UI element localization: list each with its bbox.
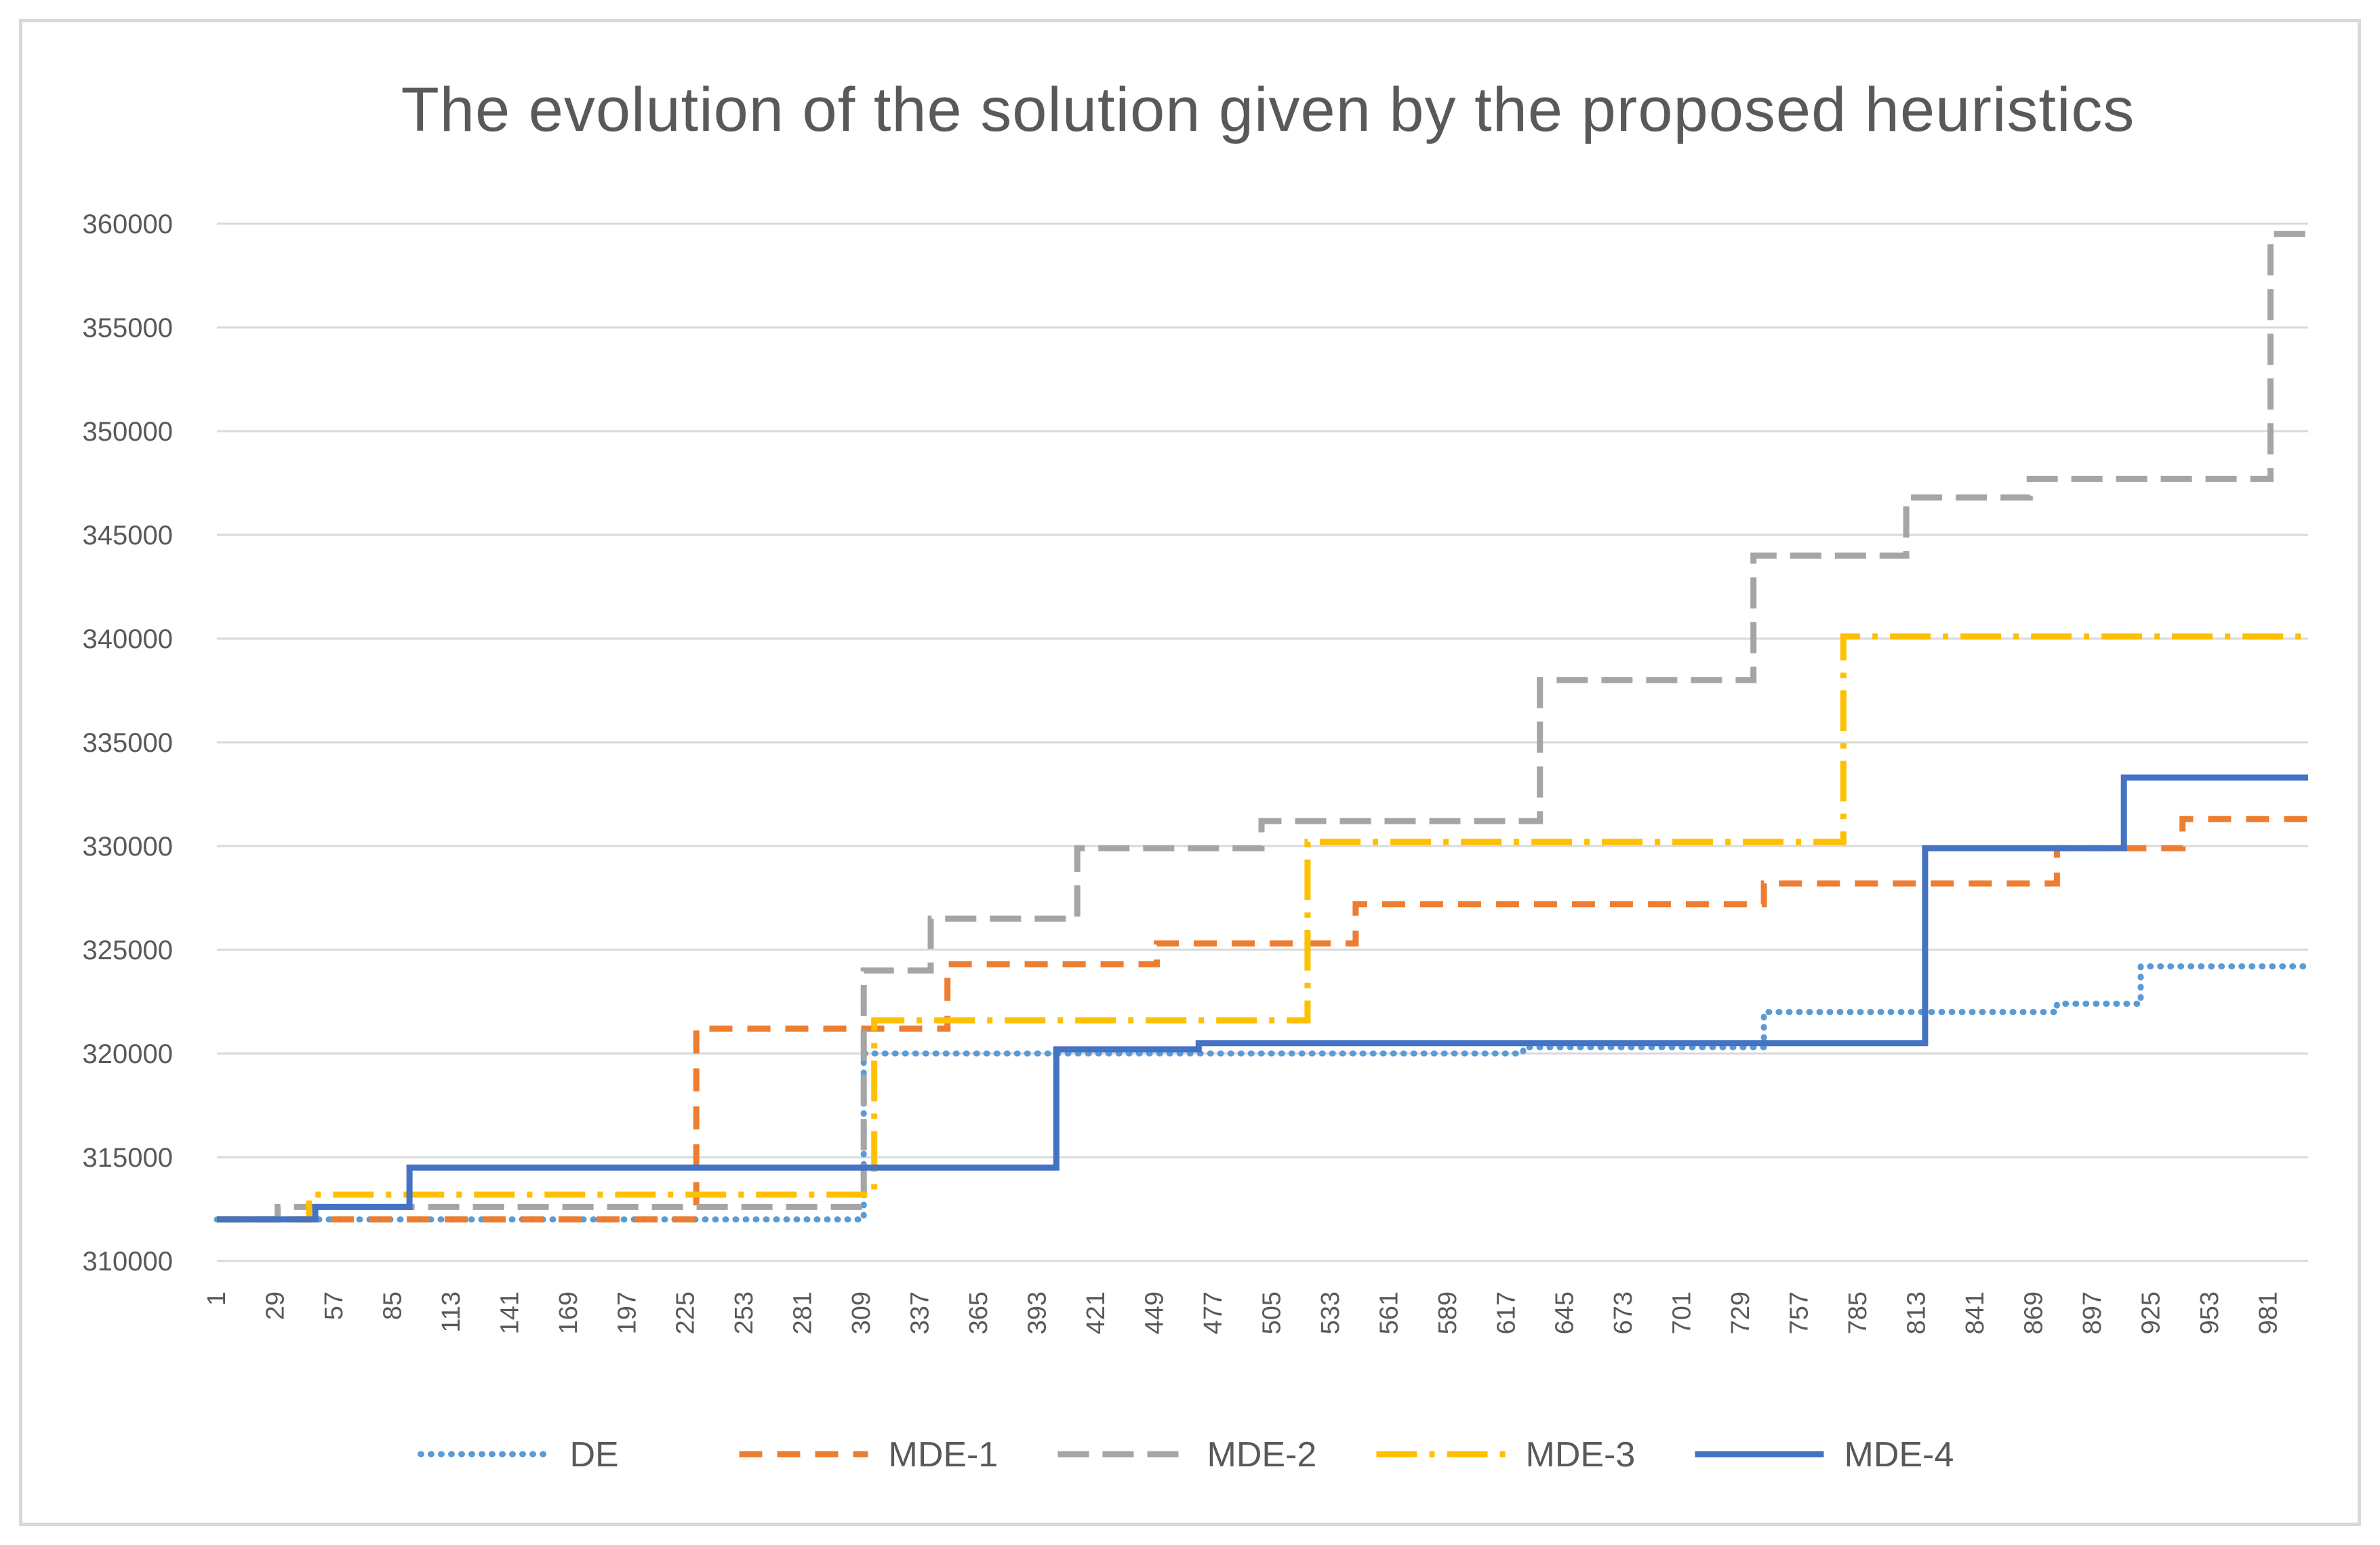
y-tick-label: 345000 — [83, 521, 173, 550]
x-tick-label: 785 — [1844, 1291, 1872, 1334]
x-tick-label: 561 — [1375, 1291, 1403, 1334]
series-line-mde-1 — [217, 816, 2308, 1223]
x-tick-label: 505 — [1257, 1291, 1286, 1334]
y-tick-label: 325000 — [83, 936, 173, 965]
x-tick-label: 1 — [203, 1291, 231, 1306]
y-tick-label: 315000 — [83, 1143, 173, 1173]
y-tick-label: 350000 — [83, 417, 173, 447]
x-tick-label: 365 — [965, 1291, 993, 1334]
y-tick-label: 360000 — [83, 209, 173, 239]
x-tick-label: 85 — [378, 1291, 407, 1320]
series-line-mde-4 — [217, 774, 2308, 1223]
x-tick-label: 729 — [1727, 1291, 1755, 1334]
x-tick-label: 925 — [2137, 1291, 2165, 1334]
x-tick-label: 225 — [672, 1291, 700, 1334]
x-tick-label: 953 — [2196, 1291, 2224, 1334]
y-tick-label: 340000 — [83, 624, 173, 654]
chart-title: The evolution of the solution given by t… — [401, 75, 2135, 144]
legend-label: MDE-3 — [1526, 1435, 1636, 1474]
x-tick-label: 197 — [613, 1291, 641, 1334]
x-tick-label: 673 — [1609, 1291, 1638, 1334]
x-tick-label: 701 — [1668, 1291, 1697, 1334]
x-tick-label: 57 — [320, 1291, 348, 1320]
x-tick-label: 253 — [730, 1291, 759, 1334]
x-tick-label: 113 — [437, 1291, 466, 1333]
x-tick-label: 421 — [1082, 1291, 1110, 1334]
series-line-de — [214, 963, 2312, 1223]
x-tick-label: 29 — [261, 1291, 289, 1320]
x-tick-label: 981 — [2254, 1291, 2282, 1334]
legend-label: DE — [570, 1435, 619, 1474]
x-tick-label: 309 — [847, 1291, 876, 1334]
x-tick-label: 337 — [906, 1291, 935, 1334]
x-tick-label: 449 — [1140, 1291, 1169, 1334]
x-tick-label: 281 — [789, 1291, 818, 1334]
y-tick-label: 310000 — [83, 1247, 173, 1277]
x-tick-label: 477 — [1199, 1291, 1228, 1334]
legend-label: MDE-4 — [1844, 1435, 1954, 1474]
y-tick-label: 330000 — [83, 832, 173, 862]
chart-frame — [19, 19, 2361, 1526]
x-tick-label: 393 — [1024, 1291, 1052, 1334]
x-tick-label: 841 — [1961, 1291, 1990, 1334]
x-tick-label: 897 — [2078, 1291, 2107, 1334]
legend-label: MDE-1 — [889, 1435, 999, 1474]
y-tick-label: 320000 — [83, 1039, 173, 1069]
series-line-mde-3 — [217, 633, 2308, 1223]
y-tick-label: 335000 — [83, 728, 173, 758]
x-tick-label: 757 — [1786, 1291, 1814, 1334]
series-line-mde-2 — [217, 230, 2308, 1223]
x-tick-label: 533 — [1316, 1291, 1345, 1334]
x-tick-label: 169 — [554, 1291, 583, 1334]
x-tick-label: 617 — [1492, 1291, 1520, 1334]
y-tick-label: 355000 — [83, 313, 173, 343]
x-tick-label: 589 — [1434, 1291, 1462, 1334]
x-tick-label: 813 — [1903, 1291, 1931, 1334]
x-tick-label: 141 — [496, 1291, 524, 1334]
x-tick-label: 645 — [1551, 1291, 1579, 1334]
legend-label: MDE-2 — [1207, 1435, 1317, 1474]
x-tick-label: 869 — [2019, 1291, 2048, 1334]
